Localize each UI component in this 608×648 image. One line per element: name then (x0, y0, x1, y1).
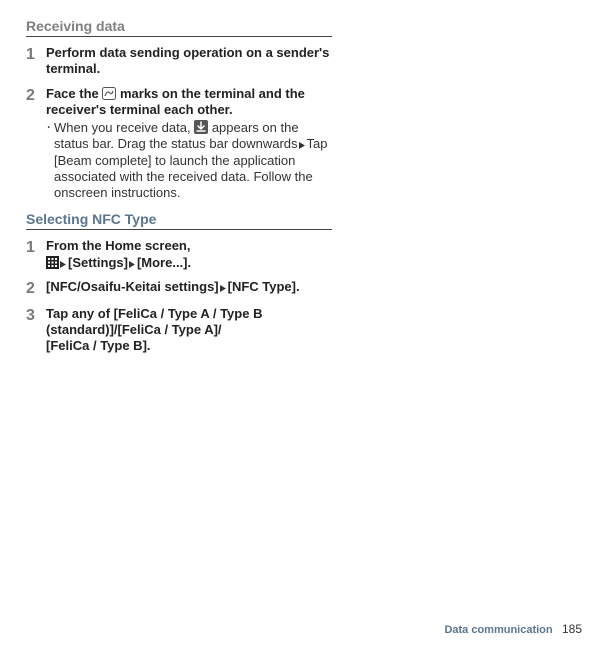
text: [More...]. (137, 255, 191, 270)
text: ]/[ (110, 322, 122, 337)
step-number: 2 (26, 279, 46, 298)
step-number: 1 (26, 45, 46, 78)
step-body: Tap any of [FeliCa / Type A / Type B (st… (46, 306, 332, 355)
section-2: Selecting NFC Type 1 From the Home scree… (26, 211, 332, 354)
text: ]/ (214, 322, 222, 337)
text: When you receive data, (54, 120, 194, 135)
nfc-mark-icon (102, 87, 116, 100)
text: [NFC Type]. (228, 279, 300, 294)
divider (26, 36, 332, 37)
page: Receiving data 1 Perform data sending op… (0, 0, 608, 648)
text: Tap any of [ (46, 306, 118, 321)
page-number: 185 (562, 622, 582, 636)
bullet-dot: ･ (46, 120, 54, 201)
arrow-icon (59, 260, 68, 269)
text: [NFC/Osaifu-Keitai settings] (46, 279, 219, 294)
step-2: 2 [NFC/Osaifu-Keitai settings] [NFC Type]… (26, 279, 332, 298)
apps-grid-icon (46, 256, 59, 269)
step-heading: Perform data sending operation on a send… (46, 45, 329, 76)
footer: Data communication 185 (444, 622, 582, 636)
step-1: 1 From the Home screen, [Settings] [More.… (26, 238, 332, 271)
bullet-text: When you receive data, appears on the st… (54, 120, 332, 201)
step-2: 2 Face the marks on the terminal and the… (26, 86, 332, 202)
text: FeliCa / Type A (122, 322, 214, 337)
step-number: 1 (26, 238, 46, 271)
step-body: Face the marks on the terminal and the r… (46, 86, 332, 202)
section-title-receiving: Receiving data (26, 18, 332, 34)
step-number: 3 (26, 306, 46, 355)
text: From the Home screen, (46, 238, 191, 253)
arrow-icon (128, 260, 137, 269)
footer-label: Data communication (444, 624, 552, 636)
bullet-item: ･ When you receive data, appears on the … (46, 120, 332, 201)
step-number: 2 (26, 86, 46, 202)
text: Face the (46, 86, 102, 101)
step-body: From the Home screen, [Settings] [More...… (46, 238, 332, 271)
step-body: [NFC/Osaifu-Keitai settings] [NFC Type]. (46, 279, 332, 298)
step-body: Perform data sending operation on a send… (46, 45, 332, 78)
step-1: 1 Perform data sending operation on a se… (26, 45, 332, 78)
text: FeliCa / Type B (50, 338, 142, 353)
download-icon (194, 120, 208, 134)
step-3: 3 Tap any of [FeliCa / Type A / Type B (… (26, 306, 332, 355)
arrow-icon (219, 284, 228, 293)
content-column: Receiving data 1 Perform data sending op… (26, 18, 332, 355)
step-heading: Face the marks on the terminal and the r… (46, 86, 332, 119)
arrow-icon (298, 141, 307, 150)
text: ]. (143, 338, 151, 353)
section-title-nfc: Selecting NFC Type (26, 211, 332, 227)
divider (26, 229, 332, 230)
text: [Settings] (68, 255, 128, 270)
